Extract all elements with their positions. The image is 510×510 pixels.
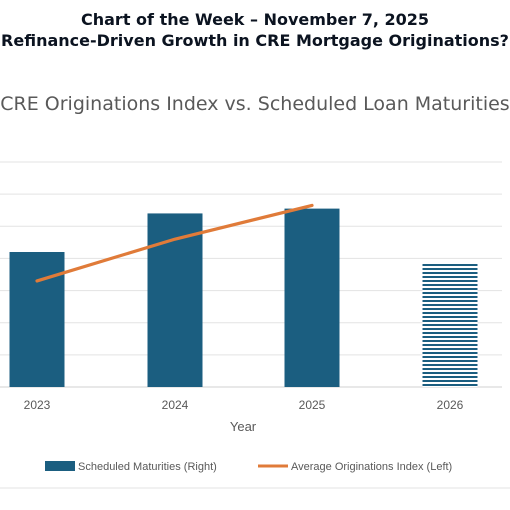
x-axis-title: Year	[230, 419, 257, 434]
header-line-1: Chart of the Week – November 7, 2025	[81, 10, 429, 29]
page-header: Chart of the Week – November 7, 2025 Ref…	[0, 10, 510, 52]
x-tick-label: 2024	[162, 398, 189, 412]
line-series	[35, 203, 314, 283]
x-tick-labels: 2023 2024 2025 2026	[24, 398, 464, 412]
chart-title: CRE Originations Index vs. Scheduled Loa…	[0, 93, 510, 115]
bars	[9, 208, 478, 387]
gridlines	[0, 161, 502, 388]
x-tick-label: 2023	[24, 398, 51, 412]
legend-label-originations-index: Average Originations Index (Left)	[291, 461, 452, 473]
bar-2023	[9, 252, 65, 387]
legend-label-scheduled-maturities: Scheduled Maturities (Right)	[78, 461, 217, 473]
legend: Scheduled Maturities (Right) Average Orig…	[0, 461, 510, 489]
x-tick-label: 2025	[299, 398, 326, 412]
bar-2026	[422, 263, 478, 387]
legend-swatch-scheduled-maturities	[45, 461, 75, 471]
bar-2024	[147, 213, 203, 387]
header-line-2: Refinance-Driven Growth in CRE Mortgage …	[1, 31, 509, 50]
x-tick-label: 2026	[437, 398, 464, 412]
bar-2025	[284, 208, 340, 387]
